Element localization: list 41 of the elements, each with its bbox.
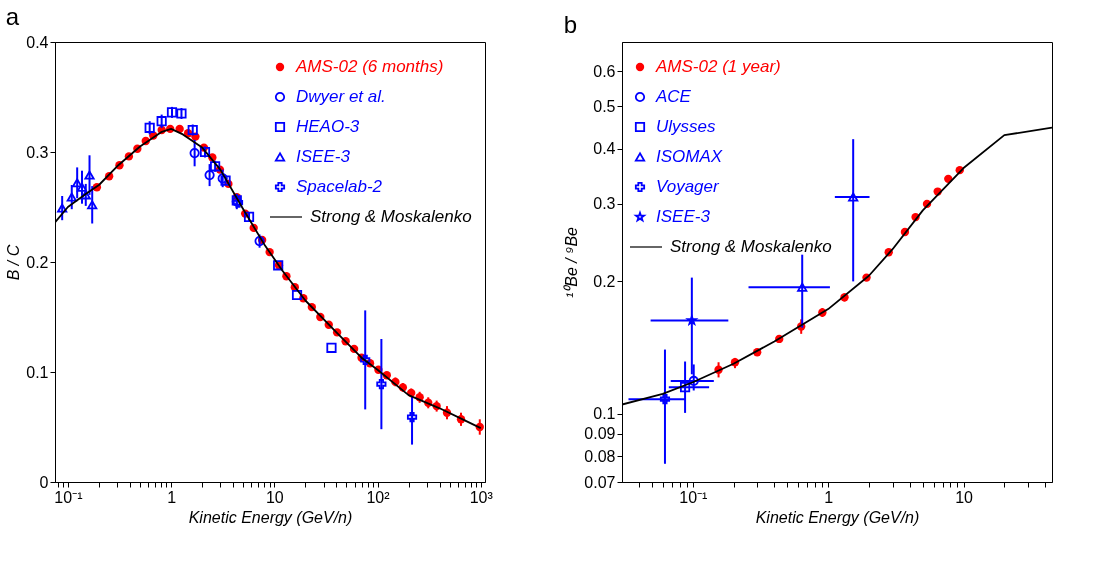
y-tick-label: 0.07 xyxy=(584,473,616,491)
x-tick-label: 10⁻¹ xyxy=(679,488,708,506)
x-tick-label: 10² xyxy=(366,488,391,506)
legend-label: ISEE-3 xyxy=(656,207,711,226)
y-axis-title: B / C xyxy=(5,244,23,281)
y-tick-label: 0.1 xyxy=(26,363,49,381)
y-tick-label: 0.3 xyxy=(26,143,49,161)
legend-label: HEAO-3 xyxy=(296,117,360,136)
y-tick-label: 0.5 xyxy=(593,97,616,115)
y-tick-label: 0.4 xyxy=(26,33,49,51)
y-axis-title: ¹⁰Be / ⁹Be xyxy=(563,226,581,298)
y-tick-label: 0.1 xyxy=(593,405,616,423)
y-tick-label: 0.09 xyxy=(584,425,616,443)
y-tick-label: 0.4 xyxy=(593,140,616,158)
legend-label: Dwyer et al. xyxy=(296,87,386,106)
x-tick-label: 10⁻¹ xyxy=(54,488,83,506)
legend-label: Ulysses xyxy=(656,117,717,136)
x-axis-title: Kinetic Energy (GeV/n) xyxy=(755,508,920,526)
x-tick-label: 10 xyxy=(265,488,284,506)
legend-label: Spacelab-2 xyxy=(296,177,383,196)
y-tick-label: 0.6 xyxy=(593,62,616,80)
y-tick-label: 0.2 xyxy=(26,253,49,271)
x-tick-label: 10 xyxy=(955,488,974,506)
y-tick-label: 0.08 xyxy=(584,447,616,465)
legend-label: AMS-02 (1 year) xyxy=(655,57,781,76)
chart-title: b xyxy=(563,11,578,38)
y-tick-label: 0.3 xyxy=(593,195,616,213)
y-tick-label: 0.2 xyxy=(593,272,616,290)
chart-title: a xyxy=(5,3,20,30)
legend-label: AMS-02 (6 months) xyxy=(295,57,444,76)
legend-label: ACE xyxy=(655,87,692,106)
legend-label: ISOMAX xyxy=(656,147,723,166)
legend-label: Strong & Moskalenko xyxy=(310,207,472,226)
legend-label: Strong & Moskalenko xyxy=(670,237,832,256)
legend-label: Voyager xyxy=(656,177,721,196)
legend-label: ISEE-3 xyxy=(296,147,351,166)
x-tick-label: 10³ xyxy=(469,488,494,506)
x-tick-label: 1 xyxy=(824,488,834,506)
x-tick-label: 1 xyxy=(167,488,177,506)
x-axis-title: Kinetic Energy (GeV/n) xyxy=(188,508,353,526)
y-tick-label: 0 xyxy=(39,473,49,491)
